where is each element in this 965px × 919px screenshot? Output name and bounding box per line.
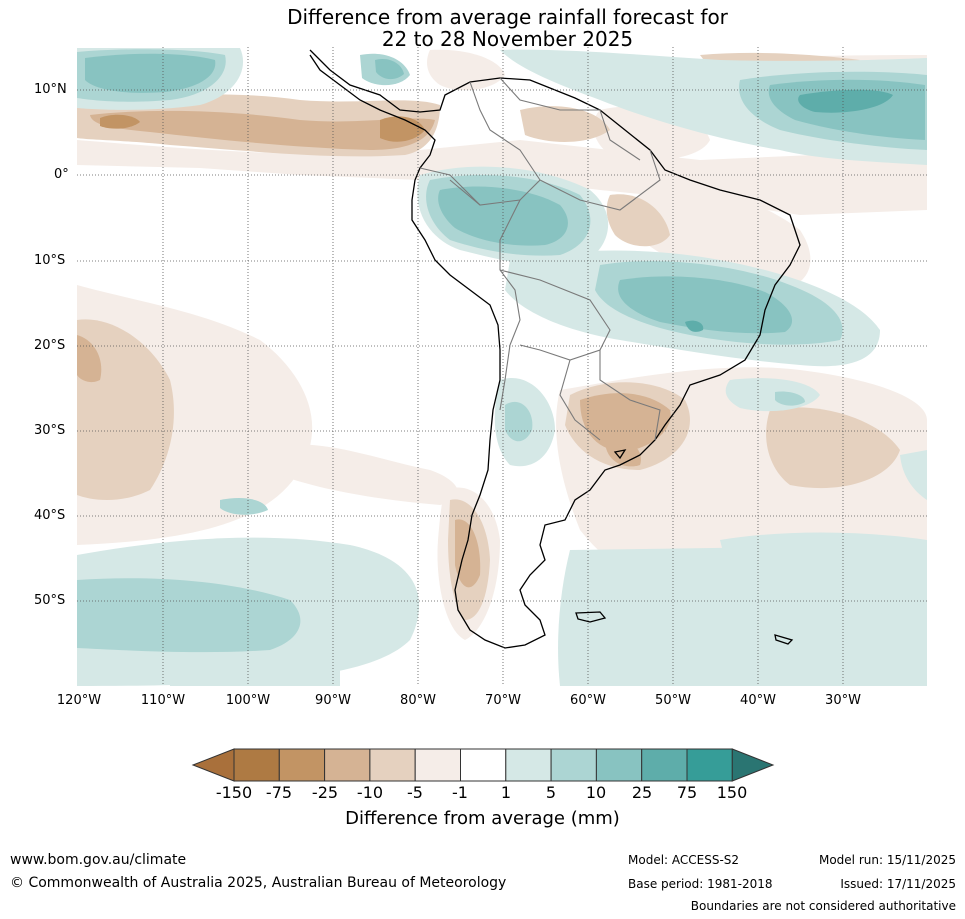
dry-anomaly-very-strong <box>100 114 425 142</box>
model-run-text: Model run: 15/11/2025 <box>818 853 956 867</box>
colorbar-bin <box>460 748 507 782</box>
lat-label: 0° <box>54 167 69 182</box>
lon-label: 110°W <box>140 693 186 708</box>
lat-label: 20°S <box>34 338 66 353</box>
colorbar-tick: 150 <box>716 783 748 802</box>
colorbar-tick: -10 <box>356 783 384 802</box>
colorbar-tick: -1 <box>452 783 468 802</box>
lat-label: 10°S <box>34 253 66 268</box>
colorbar-bin <box>505 748 552 782</box>
lon-label: 80°W <box>400 693 436 708</box>
colorbar-bin <box>595 748 643 782</box>
colorbar-tick: -150 <box>215 783 253 802</box>
colorbar-tick: 75 <box>676 783 698 802</box>
lon-label: 120°W <box>56 693 102 708</box>
lon-label: 40°W <box>740 693 776 708</box>
issued-text: Issued: 17/11/2025 <box>840 877 956 891</box>
country-boundaries <box>419 77 661 441</box>
colorbar-tick: -25 <box>311 783 339 802</box>
lon-label: 30°W <box>825 693 861 708</box>
lon-label: 100°W <box>225 693 271 708</box>
lon-label: 50°W <box>655 693 691 708</box>
website-link[interactable]: www.bom.gov.au/climate <box>10 852 187 868</box>
lon-label: 60°W <box>570 693 606 708</box>
colorbar-bin <box>324 748 371 782</box>
colorbar-upper-extend <box>731 748 775 782</box>
colorbar-label: Difference from average (mm) <box>345 808 620 829</box>
colorbar <box>191 748 775 782</box>
lon-label: 70°W <box>485 693 521 708</box>
colorbar-tick: 25 <box>631 783 653 802</box>
lat-label: 50°S <box>34 593 66 608</box>
map-gridlines <box>77 47 927 686</box>
colorbar-bin <box>233 748 280 782</box>
south-america-coastline <box>309 49 801 649</box>
colorbar-bin <box>414 748 462 782</box>
wet-anomaly-very-strong <box>685 89 893 332</box>
title-line-2: 22 to 28 November 2025 <box>381 27 634 51</box>
colorbar-bin <box>686 748 733 782</box>
lon-label: 90°W <box>315 693 351 708</box>
disclaimer-text: Boundaries are not considered authoritat… <box>690 899 956 913</box>
map-plot-area <box>77 47 927 686</box>
colorbar-bin <box>278 748 326 782</box>
title-line-1: Difference from average rainfall forecas… <box>287 5 728 29</box>
lat-label: 10°N <box>34 82 67 97</box>
colorbar-tick: 10 <box>585 783 607 802</box>
colorbar-lower-extend <box>191 748 235 782</box>
colorbar-bin <box>641 748 688 782</box>
colorbar-tick: 5 <box>545 783 557 802</box>
model-text: Model: ACCESS-S2 <box>628 853 740 867</box>
colorbar-bin <box>550 748 597 782</box>
base-period-text: Base period: 1981-2018 <box>628 877 773 891</box>
colorbar-tick: -5 <box>407 783 423 802</box>
colorbar-tick: -75 <box>265 783 293 802</box>
colorbar-bin <box>369 748 416 782</box>
lat-label: 30°S <box>34 423 66 438</box>
colorbar-tick: 1 <box>500 783 512 802</box>
copyright-text: © Commonwealth of Australia 2025, Austra… <box>10 875 507 891</box>
lat-label: 40°S <box>34 508 66 523</box>
map-title: Difference from average rainfall forecas… <box>0 6 965 50</box>
